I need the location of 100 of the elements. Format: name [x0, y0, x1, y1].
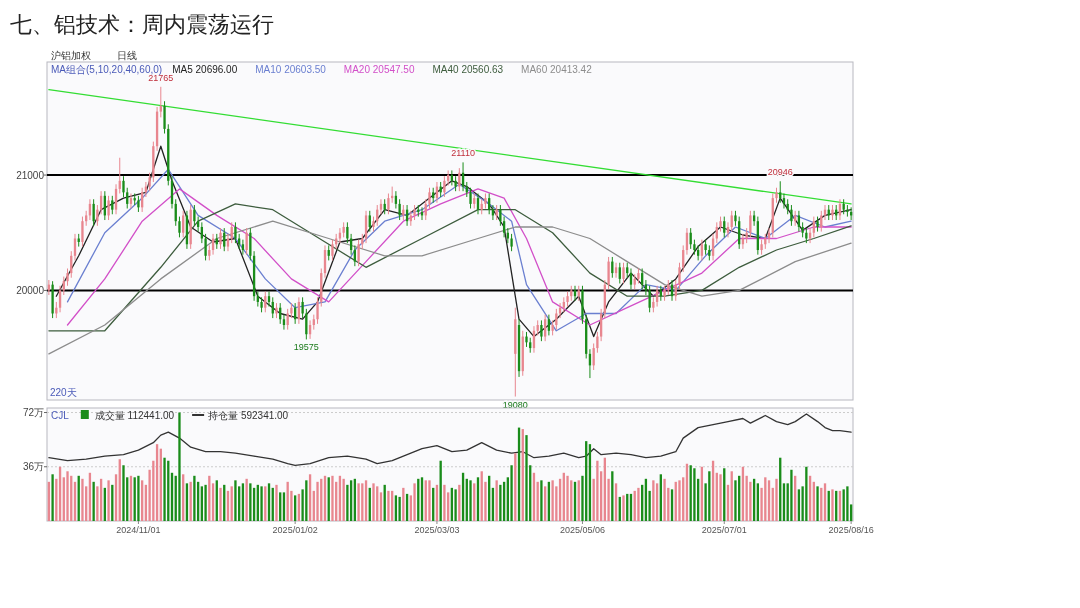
candlestick: [573, 285, 577, 302]
bar: [249, 483, 252, 521]
candlestick: [122, 175, 125, 198]
chart-title: 七、铝技术：周内震荡运行: [10, 12, 274, 37]
line-series: [66, 188, 852, 326]
candlestick: [129, 193, 133, 210]
bar: [652, 480, 655, 521]
bar: [637, 487, 640, 521]
bar: [525, 435, 528, 521]
line-series: [48, 220, 852, 355]
bar: [234, 480, 237, 521]
bar: [178, 412, 181, 521]
candlestick: [790, 204, 793, 227]
bar: [678, 480, 681, 521]
y-tick-label: 20000: [16, 284, 45, 296]
candlestick: [696, 244, 700, 261]
candlestick: [614, 262, 618, 279]
candlestick: [107, 195, 110, 221]
bar: [66, 471, 69, 521]
candlestick: [779, 180, 782, 204]
candlestick: [387, 193, 390, 215]
y-tick-label: 36万: [22, 461, 44, 473]
text: MA40 20560.63: [432, 64, 504, 75]
candlestick: [782, 193, 786, 210]
bar: [499, 484, 502, 521]
bar: [331, 475, 334, 521]
bar: [163, 457, 166, 521]
bar: [107, 480, 110, 521]
bar: [790, 469, 793, 521]
candlestick: [711, 233, 715, 261]
bar: [398, 496, 401, 521]
bar: [193, 475, 196, 521]
bar: [137, 475, 140, 521]
candlestick: [752, 210, 756, 227]
bar: [495, 480, 498, 521]
candlestick: [73, 233, 77, 261]
bar: [413, 483, 416, 521]
bar: [387, 490, 390, 521]
bar: [402, 487, 405, 521]
text: 21110: [451, 148, 475, 159]
bar: [510, 465, 513, 521]
x-tick-label: 2025/08/16: [828, 525, 874, 535]
text: 19575: [293, 342, 319, 353]
candlestick: [159, 86, 162, 118]
candlestick: [749, 210, 752, 238]
bar: [372, 483, 375, 521]
x-tick-label: 2024/11/01: [116, 525, 161, 535]
candlestick: [182, 210, 185, 238]
candlestick: [58, 285, 62, 313]
text: 沪铝加权: [51, 50, 91, 61]
legend-label: 持仓量 592341.00: [208, 410, 289, 421]
candlestick: [245, 227, 248, 256]
bar: [260, 486, 263, 521]
bar: [540, 480, 543, 521]
bar: [122, 465, 125, 521]
candlestick: [678, 262, 681, 290]
annotation: 220天: [50, 387, 77, 398]
candlestick: [741, 233, 745, 250]
bar: [428, 480, 431, 521]
bar: [454, 489, 457, 521]
text: 日线: [117, 50, 137, 61]
y-tick-label: 72万: [22, 407, 44, 419]
bar: [816, 486, 819, 521]
bar: [551, 480, 554, 521]
candlestick: [450, 169, 454, 186]
bar: [596, 460, 599, 521]
candlestick: [726, 221, 730, 238]
candlestick: [226, 233, 230, 252]
candlestick: [540, 319, 543, 342]
y-tick-label: 21000: [16, 169, 45, 181]
candlestick: [219, 227, 222, 250]
bar: [275, 484, 278, 521]
text: 19080: [502, 399, 528, 410]
candlestick: [622, 262, 625, 284]
bar: [719, 474, 722, 521]
bar: [316, 481, 319, 521]
candlestick: [469, 187, 472, 210]
bar: [81, 478, 84, 521]
legend-label: 成交量 112441.00: [94, 410, 175, 421]
candlestick: [301, 296, 304, 319]
bar: [775, 478, 778, 521]
candlestick: [316, 296, 319, 325]
bar: [357, 483, 360, 521]
bar: [342, 478, 345, 521]
candlestick: [178, 216, 181, 238]
candlestick: [282, 314, 286, 331]
bar: [831, 489, 834, 521]
candlestick: [163, 100, 166, 135]
bar: [734, 480, 737, 521]
candlestick: [544, 314, 547, 342]
x-tick-label: 2025/05/06: [559, 525, 605, 535]
bar: [846, 486, 849, 521]
text: MA60 20413.42: [521, 64, 593, 75]
bar: [693, 468, 696, 521]
candlestick: [234, 221, 237, 244]
bar: [245, 478, 248, 521]
bar: [219, 487, 222, 521]
x-tick-label: 2025/03/03: [414, 525, 460, 535]
bar: [51, 474, 54, 521]
candlestick: [111, 195, 114, 215]
